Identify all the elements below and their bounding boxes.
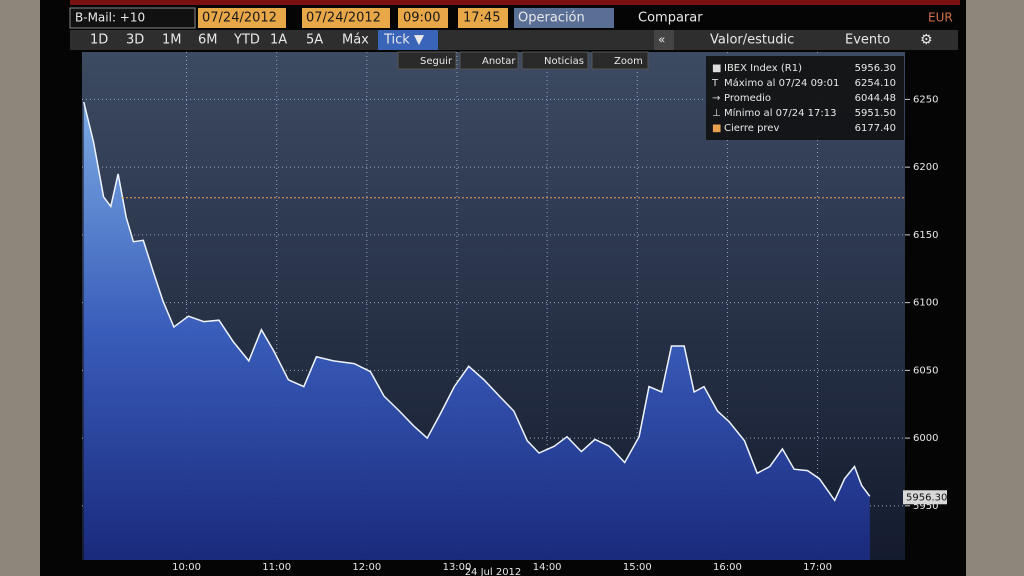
x-axis-label: 24 Jul 2012	[465, 567, 522, 576]
range-button[interactable]: Máx	[342, 33, 369, 48]
legend-value: 5956.30	[855, 63, 896, 74]
date-from: 07/24/2012	[202, 11, 277, 26]
range-bar	[70, 30, 958, 50]
series-line	[83, 101, 871, 502]
study[interactable]: Valor/estudic	[710, 33, 794, 48]
tool-button[interactable]	[459, 51, 519, 70]
top-strip	[70, 0, 960, 5]
x-tick-label: 14:00	[533, 562, 562, 573]
legend-box	[706, 56, 904, 140]
last-value-tag	[903, 490, 947, 505]
legend-icon: ■	[712, 123, 721, 134]
collapse: «	[658, 33, 665, 47]
tool-button[interactable]	[397, 51, 457, 70]
x-tick-label: 12:00	[352, 562, 381, 573]
range-button[interactable]: 1M	[162, 33, 182, 48]
tool-button[interactable]	[591, 51, 649, 70]
legend-value: 6254.10	[855, 78, 896, 89]
y-tick-label: 6200	[913, 162, 938, 173]
range-button[interactable]: 1A	[270, 33, 287, 48]
range-button[interactable]: 3D	[126, 33, 144, 48]
x-tick-label: 17:00	[803, 562, 832, 573]
legend-name: IBEX Index (R1)	[724, 63, 802, 74]
tool-label: Seguir	[420, 56, 453, 67]
y-tick-label: 5950	[913, 501, 938, 512]
currency: EUR	[928, 11, 953, 25]
event[interactable]: Evento	[845, 33, 890, 48]
legend-icon: T	[711, 78, 719, 89]
legend-icon: ⊥	[712, 108, 721, 119]
last-value-label: 5956.30	[906, 492, 947, 503]
y-tick-label: 6150	[913, 230, 938, 241]
mail-box[interactable]	[69, 7, 196, 29]
time-box[interactable]	[458, 8, 508, 28]
tool-label: Anotar	[482, 56, 516, 67]
range-button[interactable]: YTD	[233, 33, 260, 48]
mode: Operación	[518, 11, 585, 26]
x-tick-label: 16:00	[713, 562, 742, 573]
tool-label: Zoom	[614, 56, 643, 67]
x-tick-label: 10:00	[172, 562, 201, 573]
legend-icon: ■	[712, 63, 721, 74]
active-range-box[interactable]	[378, 30, 438, 50]
time-box[interactable]	[398, 8, 448, 28]
bezel-right	[966, 0, 1024, 576]
range-button[interactable]: 5A	[306, 33, 323, 48]
y-tick-label: 6000	[913, 433, 938, 444]
settings-icon[interactable]: ⚙	[920, 32, 933, 48]
date-box[interactable]	[302, 8, 390, 28]
legend-name: Promedio	[724, 93, 771, 104]
tool-label: Noticias	[544, 56, 584, 67]
legend-name: Cierre prev	[724, 123, 779, 134]
legend-value: 6044.48	[855, 93, 896, 104]
active-range: Tick ▼	[383, 33, 424, 48]
legend-icon: →	[712, 93, 720, 104]
area-fill	[83, 102, 870, 560]
date-box[interactable]	[198, 8, 286, 28]
legend-value: 5951.50	[855, 108, 896, 119]
range-button[interactable]: 1D	[90, 33, 108, 48]
date-to: 07/24/2012	[306, 11, 381, 26]
y-tick-label: 6050	[913, 365, 938, 376]
collapse-box[interactable]	[654, 30, 674, 50]
bezel-left	[0, 0, 40, 576]
tool-button[interactable]	[521, 51, 589, 70]
y-tick-label: 6100	[913, 298, 938, 309]
mail: B-Mail: +10	[75, 11, 145, 25]
compare[interactable]: Comparar	[638, 11, 703, 26]
range-button[interactable]: 6M	[198, 33, 218, 48]
legend-name: Mínimo al 07/24 17:13	[724, 107, 836, 119]
mode-box[interactable]	[514, 8, 614, 28]
y-tick-label: 6250	[913, 94, 938, 105]
legend-name: Máximo al 07/24 09:01	[724, 77, 839, 89]
x-tick-label: 11:00	[262, 562, 291, 573]
x-tick-label: 13:00	[443, 562, 472, 573]
time-to: 17:45	[463, 11, 500, 26]
time-from: 09:00	[403, 11, 440, 26]
x-tick-label: 15:00	[623, 562, 652, 573]
legend-value: 6177.40	[855, 123, 896, 134]
